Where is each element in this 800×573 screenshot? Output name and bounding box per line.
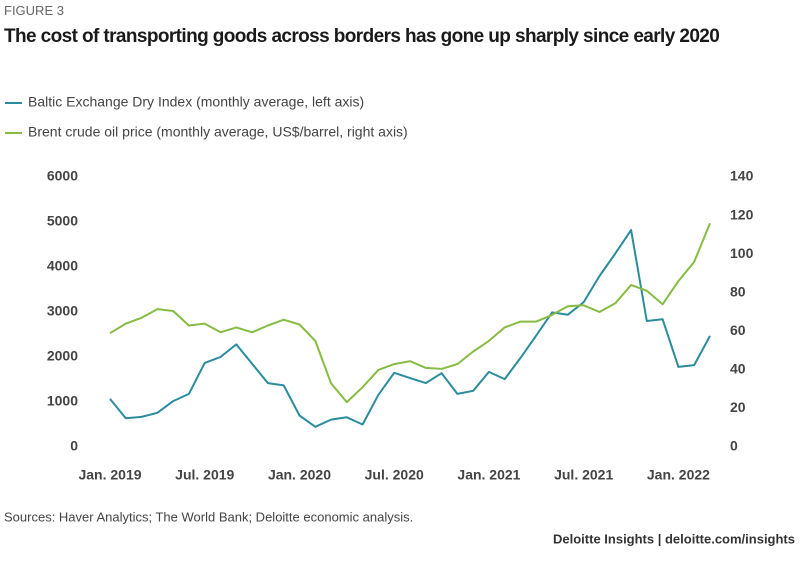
- chart-title: The cost of transporting goods across bo…: [4, 26, 720, 47]
- y2-tick-label: 140: [730, 168, 754, 184]
- y-tick-label: 6000: [47, 168, 78, 184]
- series-line: [109, 229, 711, 428]
- y2-tick-label: 0: [730, 438, 738, 454]
- x-tick-label: Jan. 2022: [647, 467, 710, 483]
- x-tick-label: Jan. 2020: [268, 467, 331, 483]
- y-tick-label: 1000: [47, 393, 78, 409]
- legend-label: Baltic Exchange Dry Index (monthly avera…: [28, 94, 364, 110]
- credit: Deloitte Insights | deloitte.com/insight…: [553, 531, 795, 546]
- figure-label: FIGURE 3: [4, 3, 64, 18]
- y2-tick-label: 80: [730, 283, 746, 299]
- x-tick-label: Jul. 2019: [175, 467, 234, 483]
- x-tick-label: Jul. 2021: [554, 467, 613, 483]
- series-line: [109, 222, 711, 404]
- x-tick-label: Jan. 2019: [78, 467, 141, 483]
- legend-label: Brent crude oil price (monthly average, …: [28, 124, 408, 140]
- source-note: Sources: Haver Analytics; The World Bank…: [4, 509, 413, 524]
- y2-tick-label: 120: [730, 206, 754, 222]
- y2-tick-label: 60: [730, 322, 746, 338]
- y-tick-label: 0: [70, 438, 78, 454]
- y-tick-label: 5000: [47, 213, 78, 229]
- y-tick-label: 3000: [47, 303, 78, 319]
- x-tick-label: Jan. 2021: [457, 467, 520, 483]
- x-tick-label: Jul. 2020: [365, 467, 424, 483]
- y2-tick-label: 40: [730, 361, 746, 377]
- y2-tick-label: 20: [730, 399, 746, 415]
- y-tick-label: 4000: [47, 258, 78, 274]
- y2-tick-label: 100: [730, 245, 754, 261]
- y-tick-label: 2000: [47, 348, 78, 364]
